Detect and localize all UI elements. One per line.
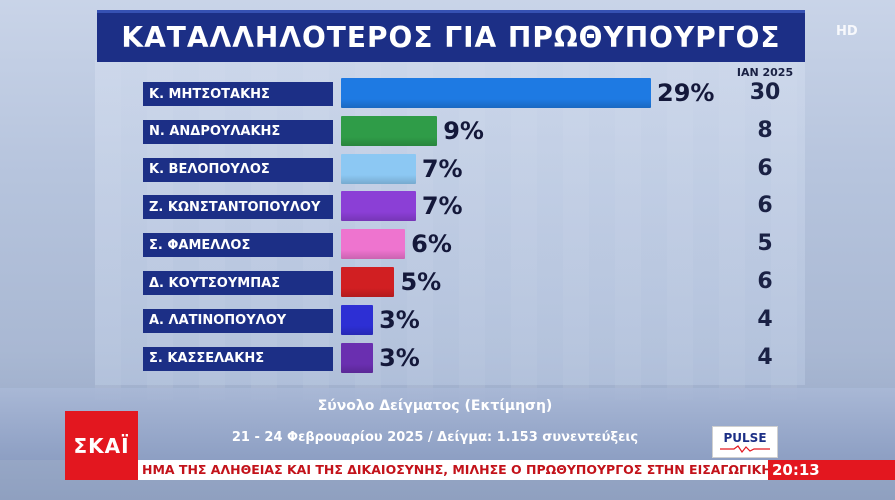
bar xyxy=(341,78,651,108)
comparison-value: 6 xyxy=(757,269,773,294)
clock: 20:13 xyxy=(768,460,895,480)
value-label: 9% xyxy=(443,116,484,145)
bar xyxy=(341,153,416,184)
comparison-value: 6 xyxy=(757,193,773,219)
bar xyxy=(341,229,406,260)
chart-panel xyxy=(95,60,805,385)
title-bar: ΚΑΤΑΛΛΗΛΟΤΕΡΟΣ ΓΙΑ ΠΡΩΘΥΠΟΥΡΓΟΣ xyxy=(97,10,805,62)
comparison-value: 8 xyxy=(757,117,773,143)
value-label: 6% xyxy=(411,230,452,259)
bar xyxy=(341,267,395,297)
comparison-value: 30 xyxy=(749,80,781,105)
value-label: 29% xyxy=(657,79,715,107)
chart-title: ΚΑΤΑΛΛΗΛΟΤΕΡΟΣ ΓΙΑ ΠΡΩΘΥΠΟΥΡΓΟΣ xyxy=(121,21,781,54)
comparison-value: 4 xyxy=(757,306,773,332)
value-label: 7% xyxy=(421,192,463,221)
pollster-logo-text: PULSE xyxy=(723,431,767,445)
category-label: Κ. ΒΕΛΟΠΟΥΛΟΣ xyxy=(143,157,333,182)
category-label: Δ. ΚΟΥΤΣΟΥΜΠΑΣ xyxy=(143,271,333,295)
sample-title: Σύνολο Δείγματος (Εκτίμηση) xyxy=(317,398,553,414)
hd-badge: HD xyxy=(836,24,858,39)
comparison-value: 5 xyxy=(757,231,773,257)
bar xyxy=(341,342,374,373)
value-label: 3% xyxy=(379,343,420,372)
channel-logo: ΣΚΑΪ xyxy=(65,411,138,480)
pulse-wave-icon xyxy=(720,445,770,453)
pollster-logo: PULSE xyxy=(712,426,778,458)
category-label: Α. ΛΑΤΙΝΟΠΟΥΛΟΥ xyxy=(143,308,333,333)
category-label: Σ. ΚΑΣΣΕΛΑΚΗΣ xyxy=(143,346,333,371)
value-label: 3% xyxy=(379,305,420,334)
category-label: Ν. ΑΝΔΡΟΥΛΑΚΗΣ xyxy=(143,119,333,144)
comparison-header: ΙΑΝ 2025 xyxy=(736,66,794,79)
category-label: Σ. ΦΑΜΕΛΛΟΣ xyxy=(143,233,333,258)
sample-detail: 21 - 24 Φεβρουαρίου 2025 / Δείγμα: 1.153… xyxy=(231,430,639,445)
value-label: 7% xyxy=(421,154,463,183)
bar xyxy=(341,191,416,222)
bar xyxy=(341,304,374,335)
news-ticker: ΗΜΑ ΤΗΣ ΑΛΗΘΕΙΑΣ ΚΑΙ ΤΗΣ ΔΙΚΑΙΟΣΥΝΗΣ, ΜΙ… xyxy=(138,460,768,480)
comparison-value: 6 xyxy=(757,155,773,181)
comparison-value: 4 xyxy=(757,344,773,370)
category-label: Ζ. ΚΩΝΣΤΑΝΤΟΠΟΥΛΟΥ xyxy=(143,195,333,220)
category-label: Κ. ΜΗΤΣΟΤΑΚΗΣ xyxy=(143,82,333,106)
bar xyxy=(341,115,438,146)
value-label: 5% xyxy=(400,268,442,296)
